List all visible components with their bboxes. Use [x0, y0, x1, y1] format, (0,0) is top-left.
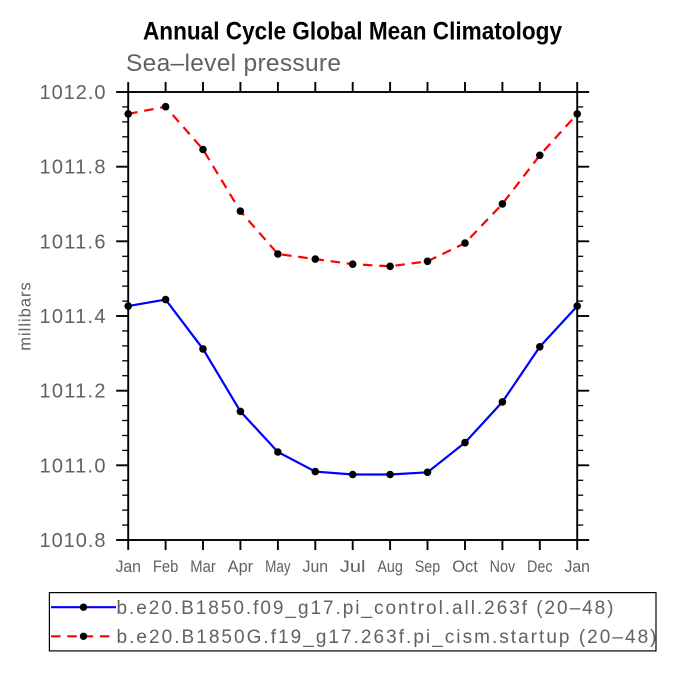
svg-text:1011.4: 1011.4 — [40, 306, 106, 328]
svg-text:Mar: Mar — [190, 557, 216, 576]
svg-text:1012.0: 1012.0 — [40, 82, 106, 104]
svg-text:Sep: Sep — [415, 557, 441, 576]
svg-text:b.e20.B1850.f09_g17.pi_control: b.e20.B1850.f09_g17.pi_control.all.263f … — [117, 598, 614, 619]
svg-text:Oct: Oct — [452, 557, 478, 576]
svg-text:Aug: Aug — [377, 557, 403, 576]
svg-text:Jun: Jun — [303, 557, 329, 576]
svg-text:1010.8: 1010.8 — [40, 530, 106, 552]
svg-text:b.e20.B1850G.f19_g17.263f.pi_c: b.e20.B1850G.f19_g17.263f.pi_cism.startu… — [117, 627, 657, 648]
svg-text:Jan: Jan — [115, 557, 141, 576]
svg-text:1011.0: 1011.0 — [40, 455, 106, 477]
svg-text:May: May — [265, 557, 291, 576]
svg-text:1011.8: 1011.8 — [40, 157, 106, 179]
svg-text:1011.2: 1011.2 — [40, 381, 106, 403]
svg-text:1011.6: 1011.6 — [40, 231, 106, 253]
svg-text:millibars: millibars — [17, 281, 35, 351]
svg-text:Annual Cycle Global Mean Clima: Annual Cycle Global Mean Climatology — [143, 18, 562, 46]
svg-text:Sea–level pressure: Sea–level pressure — [126, 50, 341, 77]
svg-text:Apr: Apr — [228, 557, 254, 576]
svg-text:Jan: Jan — [564, 557, 590, 576]
svg-text:Jul: Jul — [340, 557, 366, 576]
svg-text:Feb: Feb — [153, 557, 179, 576]
svg-text:Nov: Nov — [490, 557, 516, 576]
svg-text:Dec: Dec — [527, 557, 553, 576]
